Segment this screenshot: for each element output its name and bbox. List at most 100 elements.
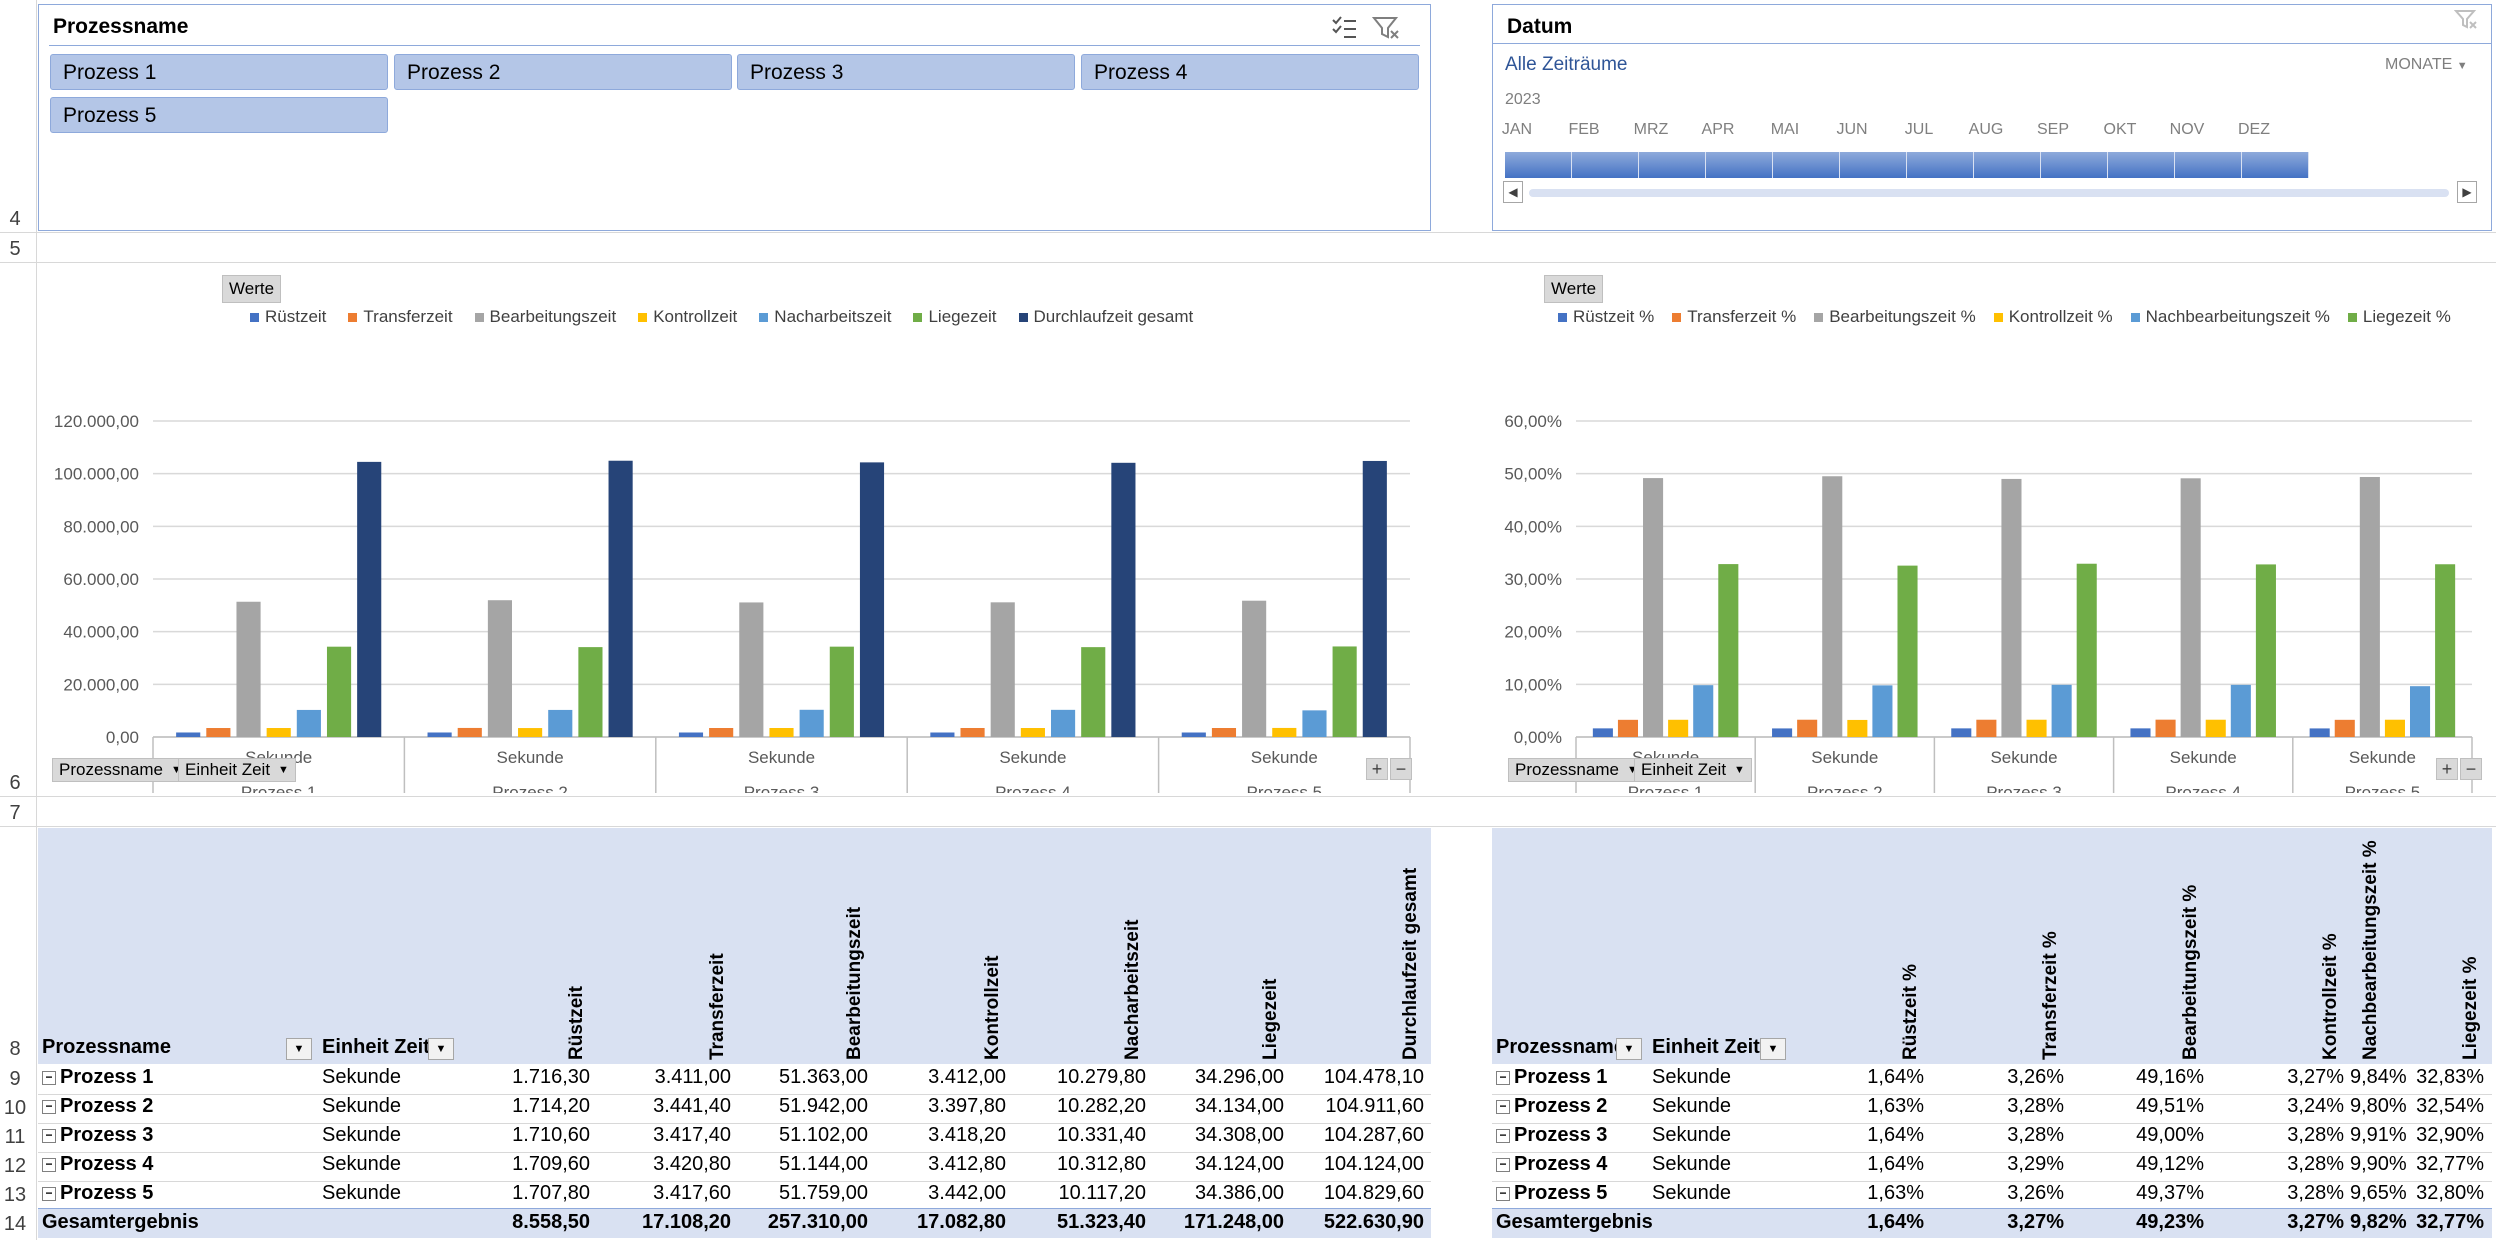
value-cell[interactable]: 1,63% [1867, 1095, 1924, 1117]
timeline-month-segment[interactable] [1773, 152, 1840, 178]
bar[interactable] [1693, 685, 1714, 737]
bar[interactable] [1976, 719, 1997, 737]
timeline-month-segment[interactable] [1505, 152, 1572, 178]
value-cell[interactable]: 3.442,00 [928, 1182, 1006, 1204]
bar[interactable] [1718, 564, 1739, 737]
value-cell[interactable]: 3.417,60 [653, 1182, 731, 1204]
bar[interactable] [1362, 460, 1387, 737]
timeline-month-label[interactable]: DEZ [2238, 121, 2270, 138]
slicer-item-prozess-4[interactable]: Prozess 4 [1081, 54, 1419, 90]
bar[interactable] [2205, 719, 2226, 737]
timeline-month-segment[interactable] [1572, 152, 1639, 178]
grand-total-cell[interactable]: 171.248,00 [1183, 1211, 1284, 1233]
bar[interactable] [2130, 728, 2151, 737]
pivot-chart-percent[interactable]: Werte Rüstzeit % Transferzeit % Bearbeitun… [1492, 263, 2492, 795]
bar[interactable] [176, 732, 201, 737]
value-cell[interactable]: 51.363,00 [779, 1066, 868, 1088]
bar[interactable] [427, 732, 452, 737]
bar[interactable] [2359, 476, 2380, 737]
value-cell[interactable]: 3.412,00 [928, 1066, 1006, 1088]
bar[interactable] [2026, 719, 2047, 737]
bar[interactable] [1897, 565, 1918, 737]
collapse-icon[interactable]: − [1496, 1070, 1510, 1085]
value-cell[interactable]: 9,91% [2350, 1124, 2407, 1146]
bar[interactable] [2180, 478, 2201, 737]
value-cell[interactable]: 32,90% [2416, 1124, 2484, 1146]
timeline-month-label[interactable]: SEP [2036, 121, 2069, 138]
row-label-process[interactable]: − Prozess 2 [1496, 1095, 1607, 1118]
bar[interactable] [2230, 684, 2251, 737]
bar[interactable] [548, 709, 573, 737]
field-button-einheit-zeit[interactable]: Einheit Zeit ▼ [178, 758, 296, 782]
bar[interactable] [2076, 563, 2097, 737]
timeline-scrollbar[interactable] [1529, 189, 2449, 197]
value-cell[interactable]: 3.441,40 [653, 1095, 731, 1117]
value-cell[interactable]: 104.829,60 [1323, 1182, 1424, 1204]
bar[interactable] [2001, 478, 2022, 737]
bar[interactable] [1643, 478, 1664, 737]
timeline-month-label[interactable]: MAI [1770, 121, 1800, 138]
bar[interactable] [1822, 476, 1843, 737]
value-cell[interactable]: 1,64% [1867, 1153, 1924, 1175]
bar[interactable] [1872, 685, 1893, 737]
value-cell[interactable]: 51.102,00 [779, 1124, 868, 1146]
row-label-unit[interactable]: Sekunde [322, 1153, 401, 1175]
timeline-level-dropdown[interactable]: MONATE ▼ [2385, 56, 2468, 74]
clear-filter-icon[interactable] [1371, 15, 1401, 43]
value-cell[interactable]: 9,84% [2350, 1066, 2407, 1088]
bar[interactable] [1797, 719, 1818, 737]
value-cell[interactable]: 1.716,30 [512, 1066, 590, 1088]
value-cell[interactable]: 3.417,40 [653, 1124, 731, 1146]
field-button-prozessname[interactable]: Prozessname ▼ [52, 758, 189, 782]
value-cell[interactable]: 10.312,80 [1057, 1153, 1146, 1175]
werte-field-button[interactable]: Werte [1544, 275, 1604, 303]
timeline-month-segment[interactable] [1639, 152, 1706, 178]
timeline-month-label[interactable]: NOV [2169, 121, 2205, 138]
grand-total-label[interactable]: Gesamtergebnis [1496, 1211, 1653, 1233]
date-timeline-slicer[interactable]: Datum Alle Zeiträume MONATE ▼ 2023 JAN FE… [1492, 4, 2492, 231]
value-cell[interactable]: 10.282,20 [1057, 1095, 1146, 1117]
value-cell[interactable]: 3,28% [2007, 1124, 2064, 1146]
value-cell[interactable]: 3,28% [2287, 1153, 2344, 1175]
bar[interactable] [2309, 728, 2330, 737]
pivot-chart-absolute[interactable]: Werte Rüstzeit Transferzeit Bearbeitungsze… [38, 263, 1431, 795]
grand-total-cell[interactable]: 522.630,90 [1323, 1211, 1424, 1233]
value-cell[interactable]: 34.134,00 [1195, 1095, 1284, 1117]
value-cell[interactable]: 34.124,00 [1195, 1153, 1284, 1175]
bar[interactable] [2409, 686, 2431, 737]
field-button-einheit-zeit[interactable]: Einheit Zeit ▼ [1634, 758, 1752, 782]
timeline-month-segment[interactable] [1907, 152, 1974, 178]
value-cell[interactable]: 1,63% [1867, 1182, 1924, 1204]
row-label-unit[interactable]: Sekunde [322, 1182, 401, 1204]
row-number[interactable]: 6 [9, 772, 21, 794]
process-slicer[interactable]: Prozessname Prozess 1 Prozess 2 Prozess … [38, 4, 1431, 231]
grand-total-cell[interactable]: 257.310,00 [767, 1211, 868, 1233]
value-cell[interactable]: 104.124,00 [1323, 1153, 1424, 1175]
value-cell[interactable]: 3,28% [2287, 1124, 2344, 1146]
filter-dropdown-unit[interactable]: ▼ [428, 1038, 454, 1060]
bar[interactable] [2334, 719, 2355, 737]
bar[interactable] [960, 727, 985, 737]
bar[interactable] [1051, 709, 1076, 737]
grand-total-cell[interactable]: 1,64% [1867, 1211, 1924, 1233]
value-cell[interactable]: 34.308,00 [1195, 1124, 1284, 1146]
collapse-icon[interactable]: − [1496, 1186, 1510, 1201]
value-cell[interactable]: 3,26% [2007, 1066, 2064, 1088]
bar[interactable] [1020, 728, 1045, 737]
value-cell[interactable]: 3.411,00 [654, 1066, 731, 1088]
timeline-month-segment[interactable] [1974, 152, 2041, 178]
timeline-month-label[interactable]: OKT [2103, 121, 2137, 138]
value-cell[interactable]: 32,80% [2416, 1182, 2484, 1204]
row-label-process[interactable]: − Prozess 2 [42, 1095, 153, 1118]
clear-filter-icon[interactable] [2451, 9, 2481, 37]
bar[interactable] [930, 732, 955, 737]
bar[interactable] [709, 728, 734, 737]
row-number[interactable]: 8 [9, 1038, 21, 1060]
value-cell[interactable]: 1.710,60 [512, 1124, 590, 1146]
grand-total-cell[interactable]: 3,27% [2007, 1211, 2064, 1233]
bar[interactable] [457, 727, 482, 737]
value-cell[interactable]: 10.279,80 [1057, 1066, 1146, 1088]
bar[interactable] [2155, 719, 2176, 737]
value-cell[interactable]: 1.707,80 [512, 1182, 590, 1204]
timeline-month-segment[interactable] [1840, 152, 1907, 178]
